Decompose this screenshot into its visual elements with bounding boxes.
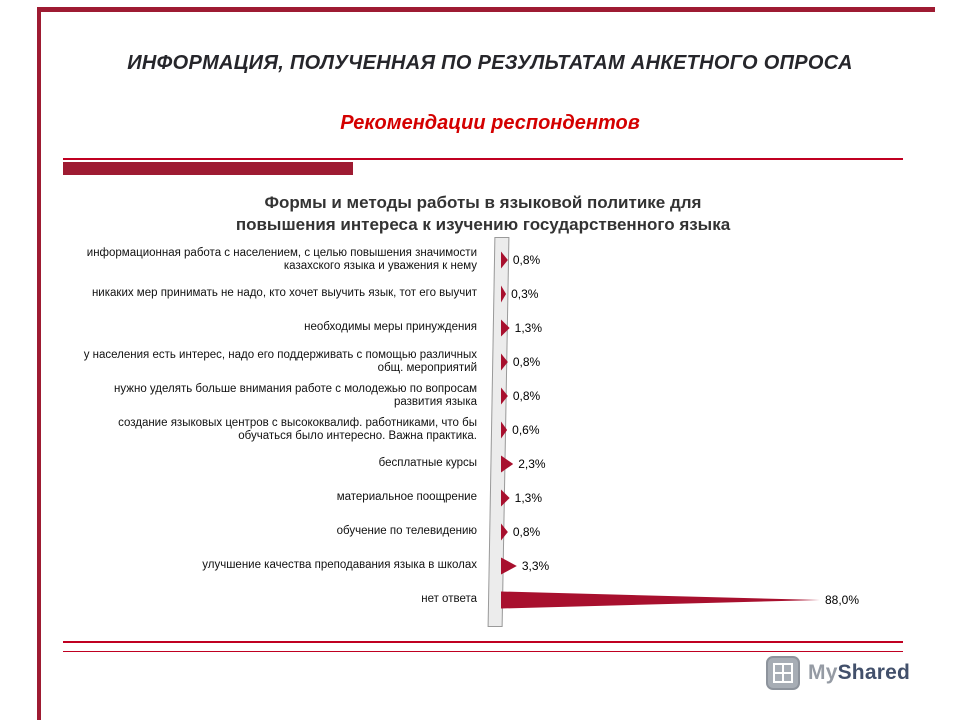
myshared-logo-icon <box>766 656 801 690</box>
bar <box>501 523 508 541</box>
slide-title: ИНФОРМАЦИЯ, ПОЛУЧЕННАЯ ПО РЕЗУЛЬТАТАМ АН… <box>127 52 853 74</box>
bar <box>501 557 517 575</box>
slide-subtitle: Рекомендации респондентов <box>340 112 640 134</box>
category-label: улучшение качества преподавания языка в … <box>202 559 477 572</box>
plot-area: 2,3% <box>491 447 908 481</box>
plot-area: 0,8% <box>491 379 908 413</box>
category-label: материальное поощрение <box>336 491 477 504</box>
divider-line <box>63 158 903 160</box>
chart-row: нет ответа 88,0% <box>63 583 908 617</box>
plot-area: 0,6% <box>491 413 908 447</box>
left-accent-line <box>37 7 41 720</box>
category-label: необходимы меры принуждения <box>304 321 477 334</box>
value-label: 3,3% <box>521 559 550 573</box>
value-label: 0,8% <box>512 525 541 539</box>
chart-row: улучшение качества преподавания языка в … <box>63 549 908 583</box>
chart-row: информационная работа с населением, с це… <box>63 243 908 277</box>
chart-title: Формы и методы работы в языковой политик… <box>63 192 903 236</box>
chart-row: создание языковых центров с высококвалиф… <box>63 413 908 447</box>
bar <box>501 387 508 405</box>
chart-row: нужно уделять больше внимания работе с м… <box>63 379 908 413</box>
category-label: нужно уделять больше внимания работе с м… <box>114 382 477 409</box>
bar <box>501 353 508 371</box>
plot-area: 3,3% <box>491 549 908 583</box>
plot-area: 0,8% <box>491 515 908 549</box>
divider <box>63 158 903 180</box>
bar <box>501 251 508 269</box>
plot-area: 0,8% <box>491 345 908 379</box>
category-label: у населения есть интерес, надо его подде… <box>83 348 477 375</box>
value-label: 0,6% <box>512 423 540 437</box>
bar <box>501 489 510 507</box>
chart-row: материальное поощрение 1,3% <box>63 481 908 515</box>
myshared-logo[interactable]: MyShared <box>766 656 910 690</box>
plot-area: 1,3% <box>491 481 908 515</box>
value-label: 0,8% <box>512 253 541 267</box>
value-label: 0,8% <box>512 389 541 403</box>
bar <box>501 455 514 473</box>
myshared-logo-text: MyShared <box>808 661 910 685</box>
chart-row: бесплатные курсы 2,3% <box>63 447 908 481</box>
category-label: создание языковых центров с высококвалиф… <box>118 416 477 443</box>
chart-row: никаких мер принимать не надо, кто хочет… <box>63 277 908 311</box>
chart-rows: информационная работа с населением, с це… <box>63 243 908 617</box>
plot-area: 88,0% <box>491 583 908 617</box>
category-label: бесплатные курсы <box>378 457 477 470</box>
bar <box>501 421 508 439</box>
chart-row: необходимы меры принуждения 1,3% <box>63 311 908 345</box>
value-label: 2,3% <box>518 457 546 471</box>
value-label: 88,0% <box>825 593 860 607</box>
category-label: информационная работа с населением, с це… <box>86 246 477 273</box>
bar-chart: информационная работа с населением, с це… <box>63 237 908 627</box>
value-label: 1,3% <box>514 491 542 505</box>
chart-row: у населения есть интерес, надо его подде… <box>63 345 908 379</box>
value-label: 0,3% <box>511 287 539 301</box>
value-label: 1,3% <box>514 321 542 335</box>
grid-icon <box>773 663 794 683</box>
category-label: никаких мер принимать не надо, кто хочет… <box>91 287 477 300</box>
footer-divider <box>63 641 903 652</box>
divider-bar <box>63 162 353 175</box>
top-accent-line <box>37 7 935 12</box>
plot-area: 0,8% <box>491 243 908 277</box>
bar <box>501 591 820 609</box>
plot-area: 1,3% <box>491 311 908 345</box>
plot-area: 0,3% <box>491 277 908 311</box>
chart-row: обучение по телевидению 0,8% <box>63 515 908 549</box>
chart-title-line: Формы и методы работы в языковой политик… <box>264 193 702 212</box>
chart-title-line: повышения интереса к изучению государств… <box>235 215 731 234</box>
category-label: обучение по телевидению <box>336 525 477 538</box>
bar <box>501 285 507 303</box>
value-label: 0,8% <box>512 355 541 369</box>
bar <box>501 319 510 337</box>
logo-text-shared: Shared <box>837 661 910 684</box>
category-label: нет ответа <box>421 593 477 606</box>
logo-text-my: My <box>808 661 838 684</box>
